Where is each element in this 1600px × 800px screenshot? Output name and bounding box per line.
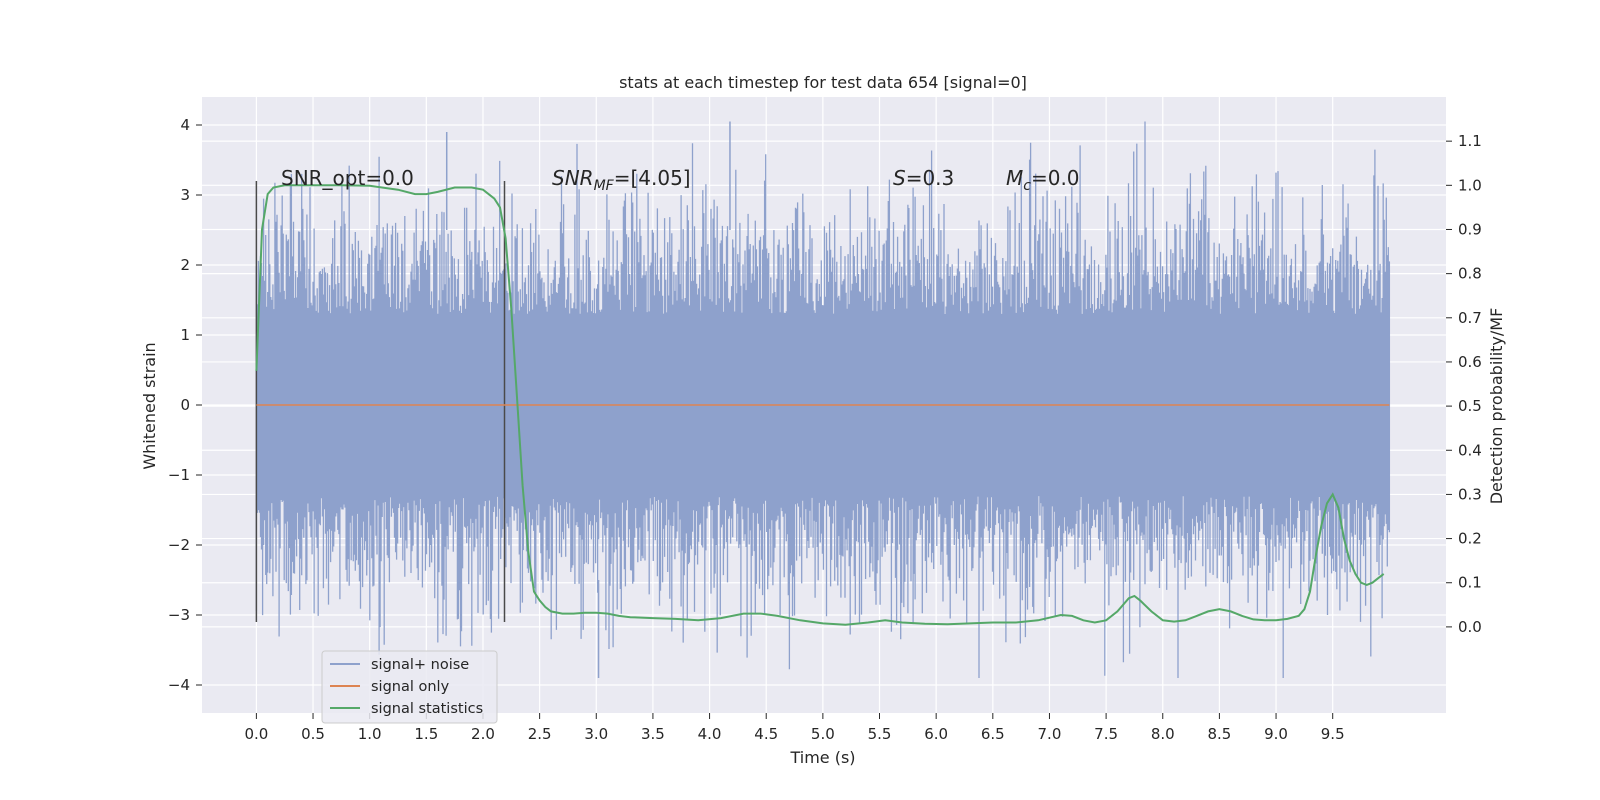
y-left-tick-label: 4 bbox=[180, 116, 190, 134]
annotation-snr-mf: SNRMF=[4.05] bbox=[552, 166, 691, 194]
x-tick-label: 8.5 bbox=[1207, 725, 1231, 743]
x-tick-label: 1.0 bbox=[358, 725, 382, 743]
annotation-snr-opt: SNR_opt=0.0 bbox=[281, 166, 414, 190]
s-rest: =0.3 bbox=[906, 166, 955, 190]
y-right-tick-label: 0.4 bbox=[1458, 441, 1482, 459]
y-right-tick-label: 0.7 bbox=[1458, 309, 1482, 327]
snr-mf-sub: MF bbox=[594, 178, 615, 194]
x-tick-label: 4.5 bbox=[754, 725, 778, 743]
snr-mf-rest: =[4.05] bbox=[614, 166, 691, 190]
y-right-tick-label: 0.9 bbox=[1458, 220, 1482, 238]
x-tick-label: 8.0 bbox=[1151, 725, 1175, 743]
x-tick-label: 2.5 bbox=[528, 725, 552, 743]
mc-rest: =0.0 bbox=[1031, 166, 1080, 190]
marker-lines bbox=[255, 181, 506, 622]
legend-label-signal-statistics: signal statistics bbox=[371, 701, 483, 717]
y-right-tick-label: 0.5 bbox=[1458, 397, 1482, 415]
y-left-tick-label: 1 bbox=[180, 326, 190, 344]
s-main: S bbox=[893, 166, 906, 190]
legend-label-signal-noise: signal+ noise bbox=[371, 657, 469, 673]
y-left-tick-label: 2 bbox=[180, 256, 190, 274]
noise-extremes bbox=[445, 121, 731, 678]
y-right-tick-label: 0.6 bbox=[1458, 353, 1482, 371]
y-right-tick-label: 1.1 bbox=[1458, 132, 1482, 150]
x-tick-label: 3.5 bbox=[641, 725, 665, 743]
y-left-axis-label: Whitened strain bbox=[140, 342, 159, 469]
y-left-tick-label: 0 bbox=[180, 396, 190, 414]
x-tick-label: 4.0 bbox=[698, 725, 722, 743]
x-tick-label: 0.5 bbox=[301, 725, 325, 743]
y-right-tick-label: 0.2 bbox=[1458, 530, 1482, 548]
annotation-mc: Mc=0.0 bbox=[1006, 166, 1080, 194]
x-tick-label: 9.0 bbox=[1264, 725, 1288, 743]
y-right-tick-label: 0.3 bbox=[1458, 485, 1482, 503]
y-right-axis-ticks: 1.1 1.0 0.9 0.8 0.7 0.6 0.5 0.4 0.3 0.2 0.1 0.0 bbox=[1446, 132, 1482, 636]
x-tick-label: 1.5 bbox=[414, 725, 438, 743]
x-axis-label: Time (s) bbox=[789, 748, 855, 767]
x-tick-label: 7.5 bbox=[1094, 725, 1118, 743]
x-tick-label: 7.0 bbox=[1038, 725, 1062, 743]
mc-sub: c bbox=[1023, 178, 1031, 194]
y-left-tick-label: −4 bbox=[168, 676, 190, 694]
y-left-tick-label: −2 bbox=[168, 536, 190, 554]
y-right-tick-label: 0.1 bbox=[1458, 574, 1482, 592]
x-tick-label: 0.0 bbox=[244, 725, 268, 743]
y-right-tick-label: 0.0 bbox=[1458, 618, 1482, 636]
legend-box bbox=[321, 650, 498, 724]
signal-statistics-line bbox=[255, 184, 1385, 626]
y-left-axis-ticks: 4 3 2 1 0 −1 −2 −3 −4 bbox=[168, 116, 202, 694]
y-left-tick-label: 3 bbox=[180, 186, 190, 204]
chart-title: stats at each timestep for test data 654… bbox=[619, 73, 1027, 92]
legend: signal+ noise signal only signal statist… bbox=[321, 650, 498, 724]
x-tick-label: 9.5 bbox=[1321, 725, 1345, 743]
y-right-tick-label: 1.0 bbox=[1458, 176, 1482, 194]
y-right-tick-label: 0.8 bbox=[1458, 265, 1482, 283]
x-tick-label: 6.5 bbox=[981, 725, 1005, 743]
y-left-tick-label: −1 bbox=[168, 466, 190, 484]
snr-mf-main: SNR bbox=[552, 166, 594, 190]
annotation-s: S=0.3 bbox=[893, 166, 954, 190]
x-axis-ticks: 0.0 0.5 1.0 1.5 2.0 2.5 3.0 3.5 4.0 4.5 5.0 5.5 6.0 6… bbox=[244, 713, 1345, 743]
x-tick-label: 5.0 bbox=[811, 725, 835, 743]
legend-label-signal-only: signal only bbox=[371, 679, 450, 695]
y-right-axis-label: Detection probability/MF bbox=[1487, 308, 1506, 505]
x-tick-label: 5.5 bbox=[868, 725, 892, 743]
y-left-tick-label: −3 bbox=[168, 606, 190, 624]
x-tick-label: 3.0 bbox=[584, 725, 608, 743]
x-tick-label: 2.0 bbox=[471, 725, 495, 743]
mc-main: M bbox=[1006, 166, 1023, 190]
x-tick-label: 6.0 bbox=[924, 725, 948, 743]
